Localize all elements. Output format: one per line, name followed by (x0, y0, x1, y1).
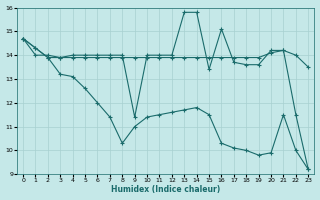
X-axis label: Humidex (Indice chaleur): Humidex (Indice chaleur) (111, 185, 220, 194)
